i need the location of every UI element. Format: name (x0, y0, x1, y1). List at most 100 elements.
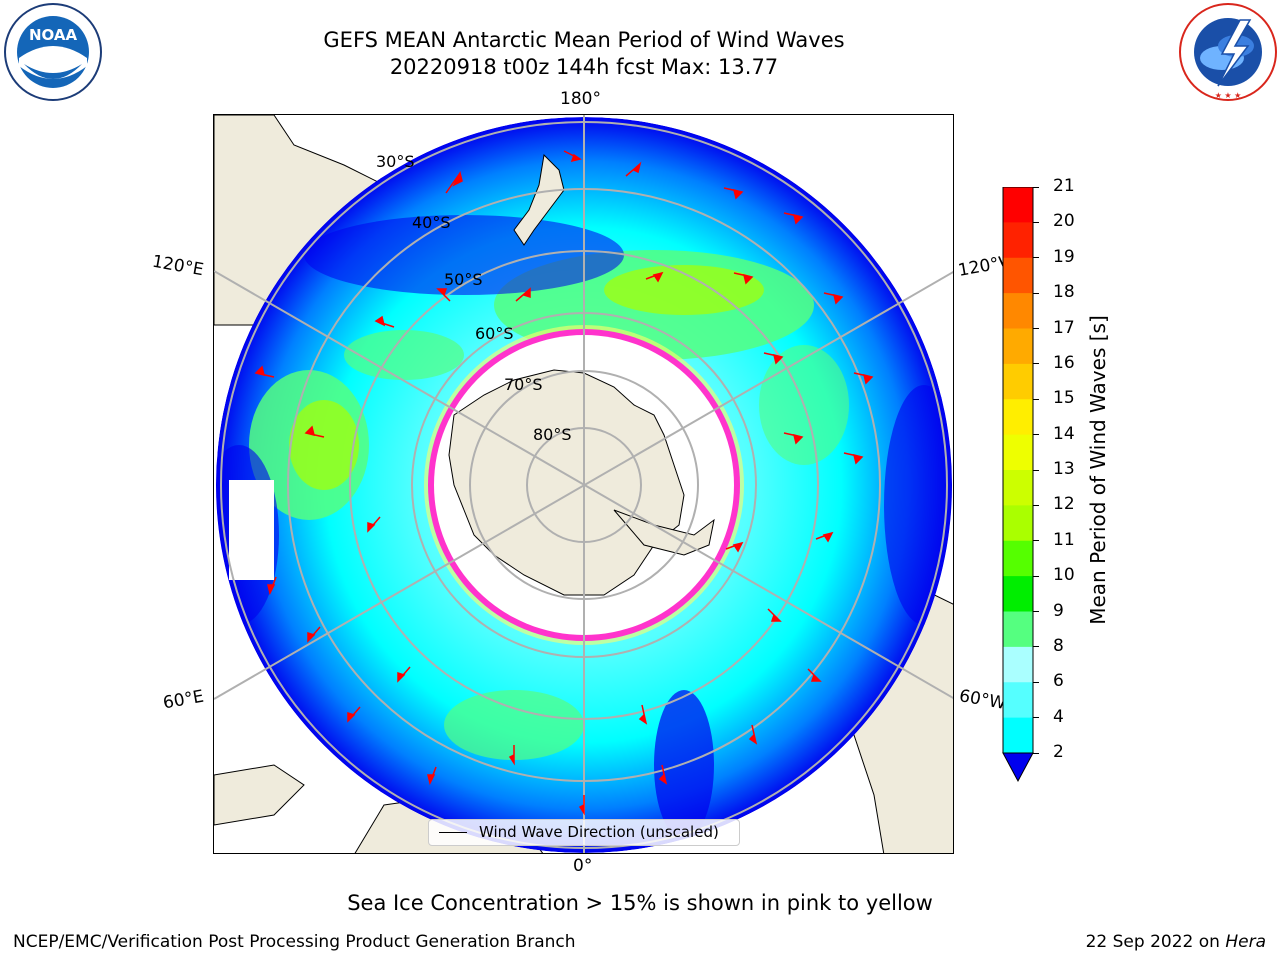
sea-ice-caption: Sea Ice Concentration > 15% is shown in … (347, 891, 933, 915)
graticule (214, 115, 953, 853)
colorbar-tick-mark (1033, 221, 1039, 223)
colorbar-tick-mark (1033, 398, 1039, 400)
no-data-patch (229, 480, 274, 580)
colorbar-tick-label: 12 (1053, 494, 1075, 515)
wave-arrow (427, 766, 437, 786)
wave-patch (654, 690, 714, 840)
legend-label: Wind Wave Direction (unscaled) (479, 823, 719, 841)
colorbar-extend-arrow (1002, 752, 1034, 783)
colorbar-tick-mark (1033, 186, 1039, 188)
svg-text:★ ★ ★: ★ ★ ★ (1215, 91, 1242, 100)
svg-text:NOAA: NOAA (29, 26, 78, 44)
wave-arrow (625, 161, 642, 177)
colorbar-tick-label: 11 (1053, 529, 1075, 550)
wave-patch (304, 215, 624, 295)
colorbar-tick-label: 8 (1053, 635, 1064, 656)
colorbar-tick-mark (1033, 575, 1039, 577)
colorbar-tick-label: 13 (1053, 459, 1075, 479)
colorbar-segment (1003, 257, 1033, 294)
colorbar-tick-mark (1033, 752, 1039, 754)
wave-arrow (767, 608, 782, 622)
colorbar-tick-mark (1033, 646, 1039, 648)
colorbar-tick-label: 17 (1053, 317, 1075, 338)
wind-wave-arrows (254, 150, 874, 816)
colorbar-tick-label: 9 (1053, 600, 1064, 621)
colorbar-tick-mark (1033, 681, 1039, 683)
wave-arrow (725, 541, 744, 553)
wave-arrow (445, 170, 463, 194)
noaa-logo: NOAA (4, 3, 102, 101)
madagascar-land (214, 764, 305, 826)
colorbar-tick-mark (1033, 257, 1039, 259)
colorbar-segment (1003, 293, 1033, 329)
colorbar-tick-mark (1033, 292, 1039, 294)
lon-label-180: 180° (560, 89, 601, 109)
lat-label-50s: 50°S (444, 270, 483, 289)
colorbar-tick-label: 16 (1053, 352, 1075, 373)
chart-subtitle: 20220918 t00z 144h fcst Max: 13.77 (389, 55, 779, 79)
wave-arrow (658, 764, 668, 785)
footer-date-text: 22 Sep 2022 on (1085, 932, 1226, 952)
wave-arrow (508, 745, 515, 766)
lon-label-60e: 60°E (161, 686, 206, 714)
colorbar-segment (1003, 434, 1033, 471)
meridian-60e-120w (214, 271, 953, 700)
colorbar-segment (1003, 187, 1033, 223)
colorbar-tick-mark (1033, 363, 1039, 365)
wave-arrow (304, 425, 325, 438)
wave-arrow (807, 668, 822, 682)
colorbar-tick-mark (1033, 611, 1039, 612)
legend-line (439, 832, 467, 833)
lon-label-120e: 120°E (150, 251, 206, 281)
wave-arrow (843, 452, 864, 465)
lat-label-30s: 30°S (376, 152, 415, 171)
colorbar-label: Mean Period of Wind Waves [s] (1086, 315, 1110, 625)
colorbar-segment (1003, 717, 1033, 754)
colorbar (1002, 187, 1034, 783)
wave-arrow (783, 212, 804, 225)
wave-arrow (748, 724, 758, 745)
colorbar-tick-label: 18 (1053, 282, 1075, 303)
colorbar-segment (1003, 505, 1033, 542)
wave-arrow (733, 272, 754, 285)
wave-arrow (397, 666, 411, 683)
wave-arrow (645, 271, 664, 283)
wave-arrow (563, 150, 582, 163)
wave-arrow (347, 706, 361, 723)
colorbar-tick-label: 21 (1053, 176, 1075, 196)
wave-arrow (307, 626, 321, 643)
colorbar-tick-label: 4 (1053, 706, 1064, 727)
colorbar-tick-mark (1033, 434, 1039, 436)
colorbar-tick-mark (1033, 328, 1039, 329)
new-zealand-land (513, 153, 565, 246)
colorbar-tick-label: 2 (1053, 742, 1064, 762)
colorbar-tick-label: 14 (1053, 423, 1075, 444)
wave-arrow (815, 531, 834, 543)
wave-arrow (578, 795, 585, 816)
colorbar-tick-label: 20 (1053, 211, 1075, 232)
colorbar-tick-label: 15 (1053, 388, 1075, 409)
colorbar-tick-label: 6 (1053, 671, 1064, 692)
wave-arrow (374, 315, 395, 328)
wave-arrow (436, 288, 451, 302)
colorbar-tick-label: 10 (1053, 565, 1075, 586)
map-legend: Wind Wave Direction (unscaled) (428, 819, 740, 846)
map-canvas (214, 115, 953, 853)
wave-patch (604, 265, 764, 315)
wave-arrow (515, 287, 531, 302)
lat-label-80s: 80°S (533, 425, 572, 444)
lat-label-60s: 60°S (475, 324, 514, 343)
colorbar-tick-mark (1033, 504, 1039, 506)
wave-arrow (723, 187, 744, 200)
wave-arrow (638, 704, 648, 725)
wave-arrow (853, 372, 874, 385)
wave-patch (344, 330, 464, 380)
colorbar-tick-mark (1033, 717, 1039, 719)
footer-machine: Hera (1225, 932, 1266, 952)
footer-credit: NCEP/EMC/Verification Post Processing Pr… (13, 932, 576, 952)
wave-arrow (823, 292, 844, 305)
colorbar-segment (1003, 470, 1033, 506)
colorbar-segment (1003, 576, 1033, 612)
lat-label-40s: 40°S (412, 213, 451, 232)
wave-arrow (367, 516, 381, 533)
